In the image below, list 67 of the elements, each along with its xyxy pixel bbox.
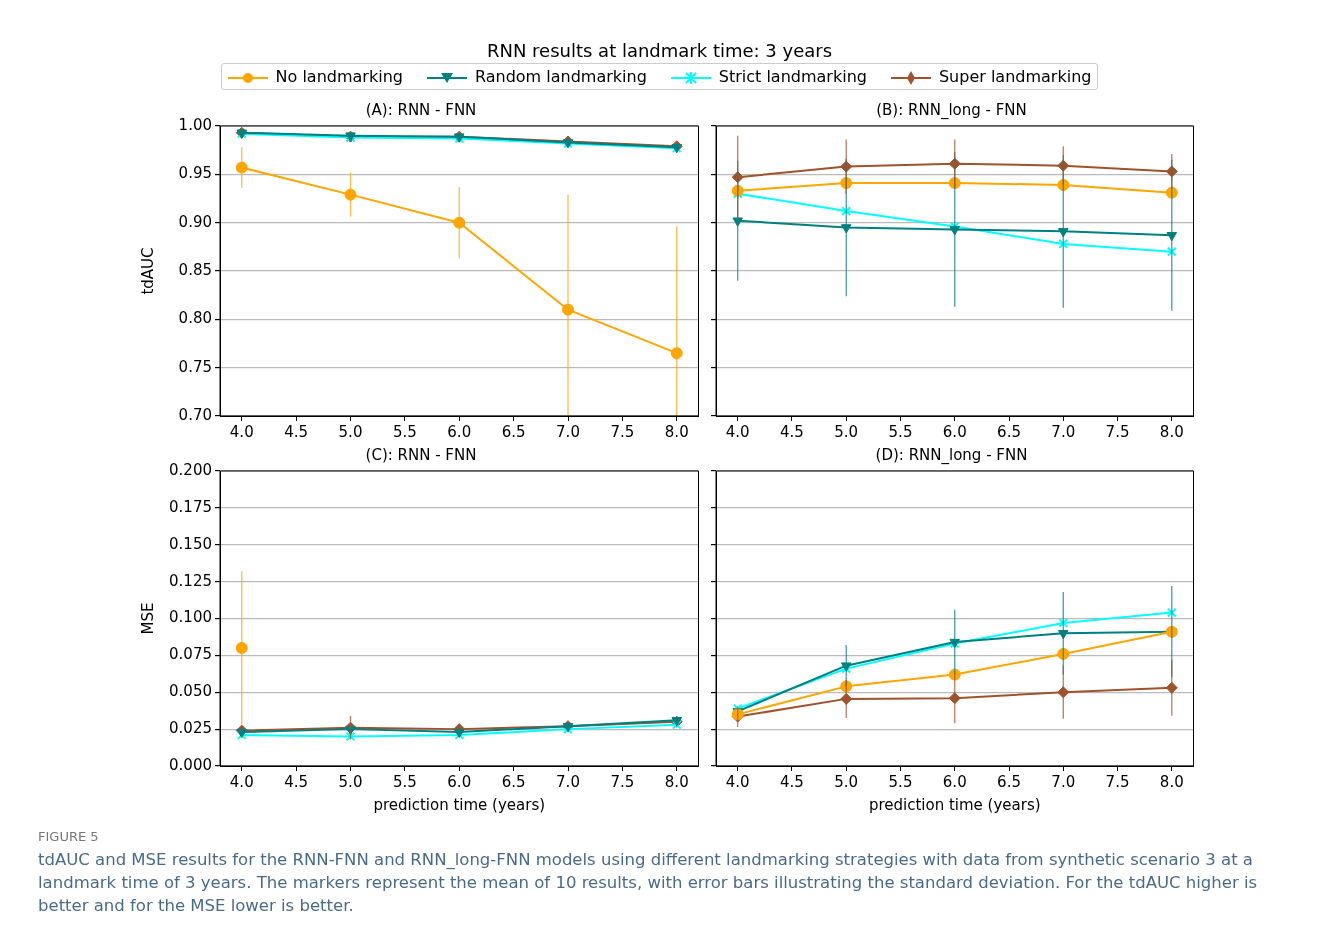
x-axis-title: prediction time (years) [373,795,546,814]
x-tick-label: 5.0 [338,772,363,791]
x-tick-label: 4.0 [725,422,750,441]
x-tick-label: 5.0 [834,772,859,791]
legend-label: Strict landmarking [718,67,867,86]
legend-label: Random landmarking [474,67,647,86]
chart-subtitle: (A): RNN - FNN [365,100,477,119]
x-tick-label: 6.0 [447,422,472,441]
chart-title: RNN results at landmark time: 3 years [485,40,834,61]
x-tick-label: 5.5 [888,772,913,791]
y-tick-label: 0.175 [169,497,212,516]
x-tick-label: 7.0 [1051,772,1076,791]
x-tick-label: 5.5 [392,422,417,441]
y-tick-label: 0.75 [178,357,212,376]
y-tick-label: 0.125 [169,571,212,590]
y-axis-title: tdAUC [138,247,157,295]
x-tick-label: 5.5 [392,772,417,791]
x-tick-label: 7.0 [556,772,580,791]
x-tick-label: 6.0 [942,772,967,791]
x-tick-label: 7.5 [1105,772,1130,791]
x-tick-label: 4.5 [780,772,804,791]
y-tick-label: 0.075 [169,645,212,664]
x-tick-label: 7.0 [1051,422,1076,441]
x-tick-label: 6.5 [501,772,526,791]
y-tick-label: 0.050 [169,682,212,701]
y-tick-label: 0.95 [178,164,212,183]
chart-subtitle: (C): RNN - FNN [365,445,477,464]
y-tick-label: 0.000 [169,755,212,774]
x-axis-title: prediction time (years) [868,795,1041,814]
text: tdAUC and MSE results for the RNN-FNN and RNN_long-FNN models using different landmarking strategies with data from synthetic scenario 3 at a landmark time of 3 years. The markers represent the mean of 10 results, with error bars illustrating the standard deviation. For the tdAUC higher is better and for the MSE lower is better. [38,849,1259,917]
y-tick-label: 0.025 [169,719,212,738]
x-tick-label: 4.0 [229,772,254,791]
x-tick-label: 4.0 [229,422,254,441]
caption: FIGURE 5 [38,828,100,846]
x-tick-label: 4.5 [284,772,309,791]
x-tick-label: 8.0 [1159,772,1184,791]
x-tick-label: 7.5 [1105,422,1130,441]
chart-subtitle: (B): RNN_long - FNN [876,100,1027,120]
y-tick-label: 0.100 [169,608,212,627]
x-tick-label: 7.0 [556,422,580,441]
x-tick-label: 6.5 [501,422,526,441]
y-tick-label: 0.70 [178,405,212,424]
y-tick-label: 0.150 [169,534,212,553]
x-tick-label: 5.0 [834,422,859,441]
y-tick-label: 0.85 [178,260,212,279]
legend-label: No landmarking [275,67,403,86]
x-tick-label: 4.5 [780,422,804,441]
x-tick-label: 7.5 [610,422,635,441]
legend-label: Super landmarking [938,67,1092,86]
x-tick-label: 7.5 [610,772,635,791]
x-tick-label: 8.0 [1159,422,1184,441]
y-axis-title: MSE [138,602,157,635]
y-tick-label: 0.80 [178,309,212,328]
y-tick-label: 1.00 [178,115,212,134]
x-tick-label: 8.0 [664,772,689,791]
x-tick-label: 5.5 [888,422,913,441]
y-tick-label: 0.90 [178,212,212,231]
x-tick-label: 6.5 [997,772,1021,791]
x-tick-label: 4.5 [284,422,309,441]
x-tick-label: 5.0 [338,422,363,441]
chart-subtitle: (D): RNN_long - FNN [875,445,1028,465]
x-tick-label: 6.0 [942,422,967,441]
x-tick-label: 8.0 [664,422,689,441]
x-tick-label: 6.5 [997,422,1021,441]
x-tick-label: 4.0 [725,772,750,791]
y-tick-label: 0.200 [169,460,212,479]
x-tick-label: 6.0 [447,772,472,791]
